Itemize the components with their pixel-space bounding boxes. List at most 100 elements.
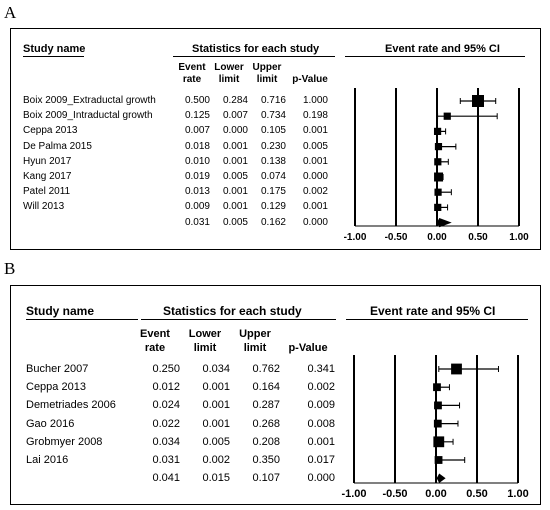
lower-limit-cell: 0.001	[222, 155, 248, 167]
lower-limit-cell: 0.005	[202, 435, 230, 448]
study-name-cell: Boix 2009_Extraductal growth	[23, 95, 156, 106]
forest-plot-panel-a: A Study name Statistics for each study E…	[4, 3, 541, 250]
col-header-line: Event	[178, 62, 206, 73]
point-estimate-square	[434, 203, 442, 211]
col-header-line: limit	[256, 74, 278, 85]
header-underline	[173, 56, 335, 57]
lower-limit-cell: 0.002	[202, 454, 230, 466]
p-value-cell: 0.005	[302, 140, 328, 152]
upper-limit-cell: 0.129	[260, 201, 286, 213]
upper-limit-cell: 0.268	[252, 417, 280, 430]
x-tick-label: 1.00	[507, 488, 529, 500]
point-estimate-square	[434, 143, 443, 151]
event-rate-cell: 0.018	[184, 140, 210, 152]
col-header-p-value: p-Value	[280, 341, 336, 355]
study-name-cell: Grobmyer 2008	[26, 435, 103, 448]
event-rate-cell: 0.010	[184, 155, 210, 167]
summary-diamond	[436, 217, 452, 228]
forest-plot-panel-b: B Study name Statistics for each study E…	[0, 255, 550, 510]
upper-limit-cell: 0.230	[260, 140, 286, 152]
study-marker	[434, 158, 449, 166]
col-header-p-value: p-Value	[288, 74, 332, 86]
header-underline	[141, 319, 336, 320]
study-name-cell: Boix 2009_Intraductal growth	[23, 110, 153, 122]
study-name-header: Study name	[23, 43, 86, 55]
point-estimate-square	[443, 112, 451, 120]
point-estimate-square	[434, 188, 442, 196]
study-marker	[433, 436, 454, 448]
p-value-cell: 1.000	[302, 95, 328, 106]
x-tick-label: 0.50	[468, 232, 488, 243]
col-header-event-rate: Event rate	[174, 62, 210, 86]
point-estimate-square	[434, 172, 444, 182]
x-tick-label: -0.50	[384, 232, 408, 243]
p-value-cell: 0.001	[302, 201, 328, 213]
study-marker	[434, 143, 457, 151]
p-value-cell: 0.017	[307, 454, 335, 466]
lower-limit-cell: 0.001	[202, 399, 230, 412]
x-tick-label: 0.00	[425, 488, 447, 500]
p-value-cell: 0.001	[302, 125, 328, 137]
event-rate-cell: 0.031	[152, 454, 180, 466]
header-underline	[346, 319, 528, 320]
lower-limit-cell: 0.001	[222, 186, 248, 198]
study-name-cell: Ceppa 2013	[26, 381, 86, 394]
summary-upper-limit-cell: 0.107	[252, 472, 280, 485]
x-tick-label: 0.00	[427, 232, 447, 243]
study-name-cell: Patel 2011	[23, 186, 71, 198]
summary-p-value-cell: 0.000	[302, 216, 328, 228]
point-estimate-square	[433, 436, 445, 448]
p-value-cell: 0.001	[302, 155, 328, 167]
p-value-cell: 0.009	[307, 399, 335, 412]
col-header-event-rate: Event rate	[130, 327, 180, 355]
p-value-cell: 0.008	[307, 417, 335, 430]
lower-limit-cell: 0.284	[222, 95, 248, 106]
col-header-line: p-Value	[288, 342, 328, 354]
upper-limit-cell: 0.208	[252, 435, 280, 448]
point-estimate-square	[434, 456, 443, 464]
upper-limit-cell: 0.164	[252, 381, 280, 394]
event-rate-cell: 0.024	[152, 399, 180, 412]
study-name-cell: Lai 2016	[26, 454, 69, 466]
upper-limit-cell: 0.734	[260, 110, 286, 122]
p-value-cell: 0.002	[307, 381, 335, 394]
upper-limit-cell: 0.762	[252, 363, 280, 375]
study-name-header: Study name	[26, 304, 95, 318]
panel-frame	[10, 28, 541, 250]
event-rate-cell: 0.019	[184, 171, 210, 182]
col-header-line: p-Value	[292, 74, 328, 85]
col-header-line: Lower	[214, 62, 244, 73]
stats-header: Statistics for each study	[192, 43, 320, 55]
summary-lower-limit-cell: 0.005	[222, 216, 248, 228]
col-header-line: limit	[193, 342, 217, 354]
event-rate-cell: 0.013	[184, 186, 210, 198]
lower-limit-cell: 0.001	[222, 201, 248, 213]
study-marker	[433, 127, 447, 135]
point-estimate-square	[433, 419, 442, 428]
x-tick-label: -0.50	[382, 488, 408, 500]
col-header-lower-limit: Lower limit	[180, 327, 230, 355]
event-rate-cell: 0.007	[184, 125, 210, 137]
plot-header: Event rate and 95% CI	[370, 304, 496, 318]
study-marker	[437, 112, 498, 120]
p-value-cell: 0.341	[307, 363, 335, 375]
summary-lower-limit-cell: 0.015	[202, 472, 230, 485]
x-tick-label: 1.00	[509, 232, 529, 243]
upper-limit-cell: 0.287	[252, 399, 280, 412]
study-name-cell: Bucher 2007	[26, 363, 89, 375]
col-header-line: limit	[243, 342, 267, 354]
upper-limit-cell: 0.175	[260, 186, 286, 198]
lower-limit-cell: 0.000	[222, 125, 248, 137]
x-tick-label: -1.00	[341, 488, 367, 500]
p-value-cell: 0.001	[307, 435, 335, 448]
col-header-line: Event	[140, 328, 170, 340]
study-marker	[434, 401, 461, 410]
stats-header: Statistics for each study	[163, 304, 302, 318]
upper-limit-cell: 0.074	[260, 171, 286, 182]
study-name-cell: Kang 2017	[23, 171, 72, 182]
lower-limit-cell: 0.001	[202, 417, 230, 430]
plot-header: Event rate and 95% CI	[385, 43, 500, 55]
panel-label: A	[4, 3, 17, 22]
col-header-line: rate	[144, 342, 166, 354]
upper-limit-cell: 0.716	[260, 95, 286, 106]
